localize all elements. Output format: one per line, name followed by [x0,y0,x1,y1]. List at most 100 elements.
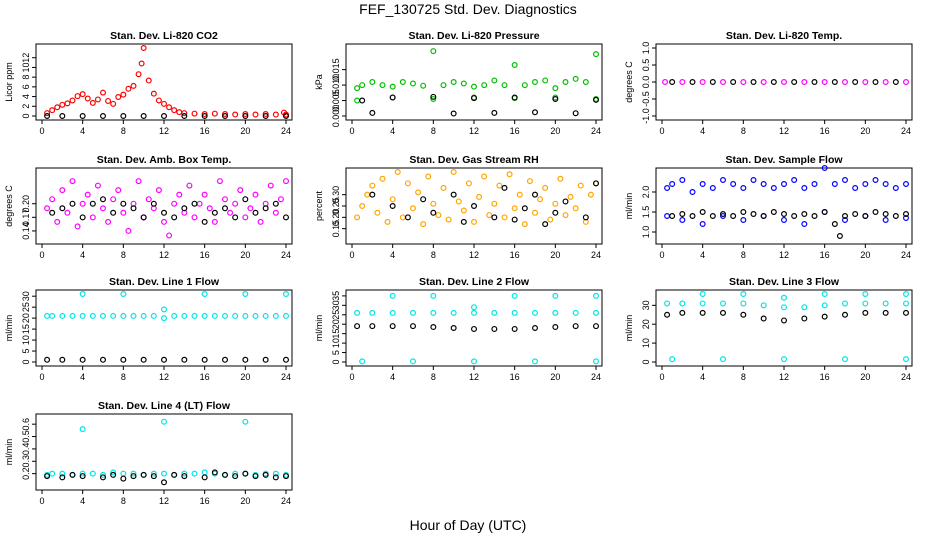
y-tick-label: 35 [331,291,341,301]
data-point [699,181,706,188]
data-point [831,221,838,228]
x-tick-label: 12 [469,372,479,382]
data-point [719,78,726,85]
data-point [780,211,787,218]
data-point [415,189,422,196]
data-point [460,80,467,87]
data-point [191,200,198,207]
y-tick-label: 8 [21,75,31,80]
data-point [99,312,106,319]
data-point [841,213,848,220]
data-point [491,325,498,332]
data-point [430,209,437,216]
data-point [740,311,747,318]
data-point [69,200,76,207]
x-tick-label: 4 [390,250,395,260]
data-point [232,312,239,319]
data-point [272,312,279,319]
data-point [176,191,183,198]
data-point [592,292,599,299]
data-point [445,216,452,223]
data-point [709,185,716,192]
plot-panel: Stan. Dev. Line 3 Flow 0 4 8 12 16 20 24 0 10 20 30… [624,276,913,382]
y-tick-label: 0.5 [21,430,31,443]
x-tick-label: 0 [349,372,354,382]
x-tick-label: 12 [159,496,169,506]
data-point [592,96,599,103]
data-point [201,191,208,198]
data-point [79,473,86,480]
y-tick-label: 20 [641,319,651,329]
data-point [572,323,579,330]
data-point [191,312,198,319]
data-point [227,209,234,216]
data-point [201,291,208,298]
data-point [730,78,737,85]
y-tick-label: 0.3 [21,455,31,468]
data-point [740,300,747,307]
data-point [110,312,117,319]
data-point [125,85,132,92]
data-point [283,178,290,185]
plot-frame [35,413,293,491]
data-point [699,209,706,216]
x-tick-label: 16 [200,496,210,506]
data-point [404,180,411,187]
data-point [430,292,437,299]
data-point [699,221,706,228]
data-point [862,309,869,316]
x-tick-label: 4 [390,126,395,136]
data-point [110,100,117,107]
data-point [181,112,188,119]
data-point [780,217,787,224]
x-tick-label: 20 [240,496,250,506]
y-tick-label: 0.010 [331,74,341,97]
data-point [232,473,239,480]
data-point [587,191,594,198]
data-point [562,212,569,219]
data-point [852,185,859,192]
data-point [191,214,198,221]
data-point [430,48,437,55]
data-point [232,470,239,477]
x-tick-label: 8 [431,250,436,260]
data-point [664,213,671,220]
data-point [471,218,478,225]
plot-title: Stan. Dev. Amb. Box Temp. [97,154,232,166]
data-point [521,82,528,89]
data-point [410,80,417,87]
data-point [450,191,457,198]
x-tick-label: 12 [159,372,169,382]
x-tick-label: 16 [510,126,520,136]
data-point [120,312,127,319]
data-point [201,218,208,225]
data-point [460,207,467,214]
data-point [252,312,259,319]
x-tick-label: 4 [700,126,705,136]
data-point [511,309,518,316]
data-point [547,216,554,223]
data-point [801,78,808,85]
data-point [79,112,86,119]
data-point [542,184,549,191]
data-point [161,470,168,477]
y-tick-label: 0.005 [331,89,341,112]
x-tick-label: 20 [240,372,250,382]
data-point [481,82,488,89]
y-tick-label: 15 [331,329,341,339]
data-point [552,200,559,207]
data-point [552,209,559,216]
data-point [791,213,798,220]
x-tick-label: 8 [741,126,746,136]
data-point [791,78,798,85]
data-point [552,309,559,316]
data-point [481,173,488,180]
plot-title: Stan. Dev. Li-820 Pressure [408,30,539,42]
x-tick-label: 0 [349,126,354,136]
data-point [369,182,376,189]
data-point [760,213,767,220]
data-point [730,181,737,188]
data-point [450,110,457,117]
x-tick-label: 12 [779,250,789,260]
data-point [389,292,396,299]
